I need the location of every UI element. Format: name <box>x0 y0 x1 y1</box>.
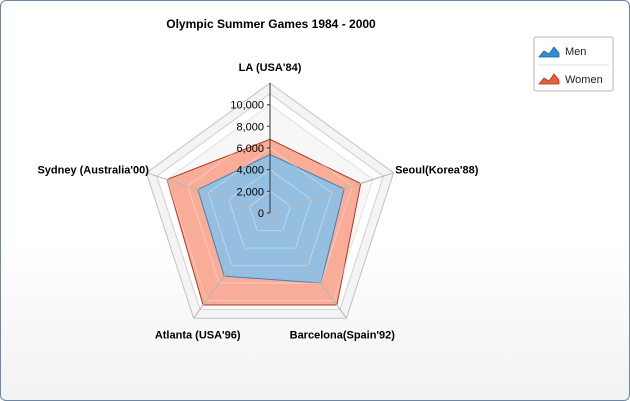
value-axis-tick-label: 4,000 <box>236 165 264 177</box>
radar-tick-labels: 0 2,000 4,000 6,000 8,000 10,000 <box>230 100 270 220</box>
category-label: Seoul(Korea'88) <box>395 165 479 177</box>
radar-spoke <box>269 172 394 214</box>
radar-grid-overlay <box>166 104 374 302</box>
category-label: Atlanta (USA'96) <box>155 329 241 341</box>
category-label: Barcelona(Spain'92) <box>290 329 396 341</box>
series-area-men[interactable] <box>197 153 345 284</box>
radar-spoke <box>146 172 271 214</box>
radar-spoke <box>269 212 347 319</box>
legend-men-icon <box>538 46 560 58</box>
category-label: LA (USA'84) <box>239 62 302 74</box>
chart-title: Olympic Summer Games 1984 - 2000 <box>166 17 376 31</box>
legend-men-label: Men <box>565 46 586 58</box>
legend-item-men[interactable]: Men <box>538 46 586 58</box>
legend: Men Women <box>533 36 614 92</box>
category-label: Sydney (Australia'00) <box>37 165 149 177</box>
legend-women-label: Women <box>565 74 603 86</box>
radar-grid-overlay <box>248 190 292 231</box>
value-axis-tick-label: 0 <box>258 208 264 220</box>
radar-grid-overlay <box>207 147 333 267</box>
legend-women-icon <box>538 73 560 85</box>
radar-spoke <box>193 212 271 319</box>
legend-item-women[interactable]: Women <box>538 73 603 86</box>
radar-category-labels: LA (USA'84) Seoul(Korea'88) Barcelona(Spai… <box>37 62 478 341</box>
radar-grid-overlay <box>187 125 353 284</box>
value-axis-tick-label: 2,000 <box>236 186 264 198</box>
value-axis-tick-label: 8,000 <box>236 121 264 133</box>
value-axis-tick-label: 6,000 <box>236 143 264 155</box>
value-axis-tick-label: 10,000 <box>230 100 264 112</box>
radar-grid-overlay <box>228 169 312 249</box>
